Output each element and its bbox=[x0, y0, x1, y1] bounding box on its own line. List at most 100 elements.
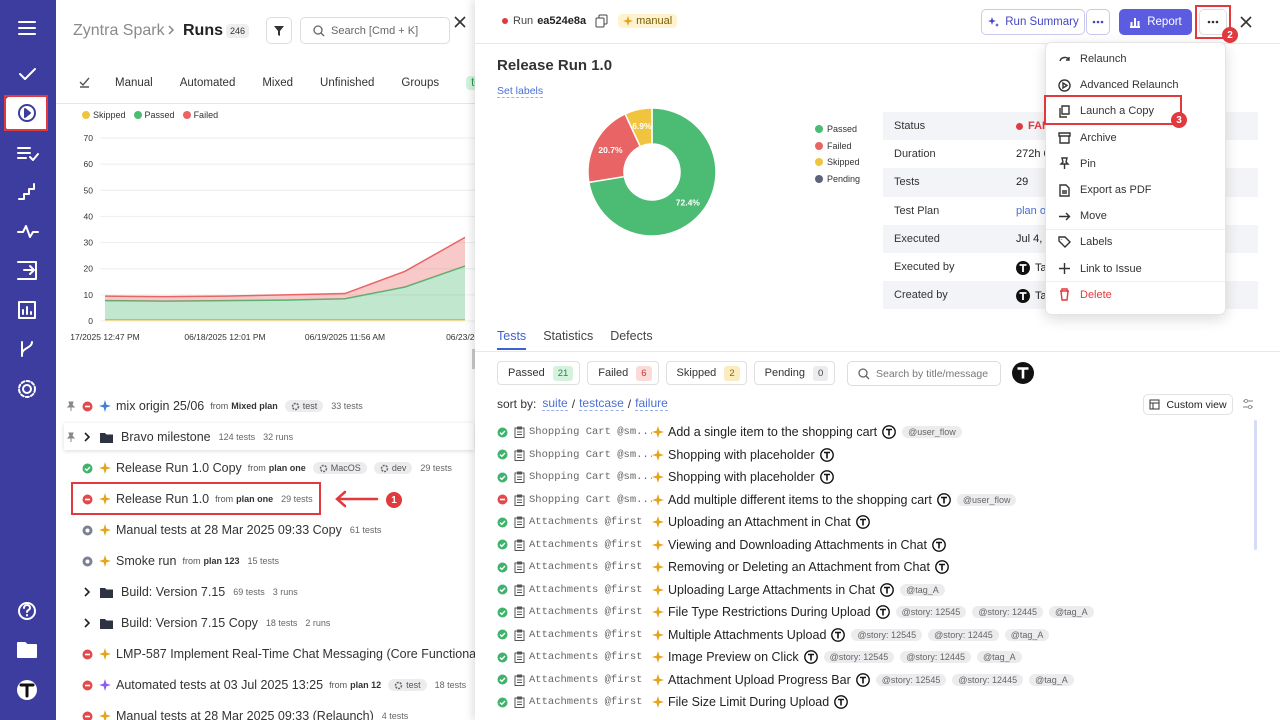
status-dot bbox=[497, 674, 508, 685]
run-summary-button[interactable]: Run Summary bbox=[981, 9, 1085, 35]
filter-button[interactable] bbox=[266, 17, 292, 44]
type-icon bbox=[652, 426, 664, 438]
run-tag-label: MacOS bbox=[330, 463, 361, 473]
close-run[interactable] bbox=[1239, 15, 1253, 29]
test-row[interactable]: Attachments @first File Size Limit During… bbox=[497, 692, 1257, 712]
filter-chip[interactable]: Skipped 2 bbox=[665, 361, 747, 385]
sort-option[interactable]: failure bbox=[635, 396, 668, 411]
nav-plans[interactable] bbox=[17, 147, 39, 161]
filter-count: 6 bbox=[636, 365, 652, 381]
run-row[interactable]: Release Run 1.0 from plan one 29 tests bbox=[66, 489, 475, 509]
menu-item[interactable]: Link to Issue bbox=[1058, 259, 1142, 279]
test-search[interactable]: Search by title/message bbox=[847, 361, 1001, 386]
run-tab[interactable]: tes bbox=[466, 75, 475, 90]
tabs-icon[interactable] bbox=[78, 76, 91, 89]
test-row[interactable]: Attachments @first File Type Restrictions… bbox=[497, 602, 1257, 622]
test-row[interactable]: Attachments @first Attachment Upload Prog… bbox=[497, 670, 1257, 690]
test-row[interactable]: Shopping Cart @sm... Add a single item to… bbox=[497, 422, 1257, 442]
filter-chip[interactable]: Passed 21 bbox=[497, 361, 581, 385]
testcase-glyph bbox=[514, 696, 525, 708]
menu-item[interactable]: Delete bbox=[1058, 285, 1112, 305]
run-tab[interactable]: Automated bbox=[179, 76, 236, 89]
view-settings[interactable] bbox=[1242, 398, 1254, 410]
test-suite: Attachments @first bbox=[529, 538, 643, 551]
menu-item[interactable]: Labels bbox=[1058, 232, 1112, 252]
nav-steps[interactable] bbox=[18, 183, 35, 200]
test-row[interactable]: Attachments @first Removing or Deleting a… bbox=[497, 557, 1257, 577]
menu-item[interactable]: Archive bbox=[1058, 128, 1117, 148]
menu-item[interactable]: Export as PDF bbox=[1058, 180, 1152, 200]
run-tab[interactable]: Defects bbox=[610, 329, 653, 343]
filter-chip[interactable]: Failed 6 bbox=[587, 361, 659, 385]
run-group-row[interactable]: Build: Version 7.15 Copy 18 tests 2 runs bbox=[66, 613, 475, 633]
run-tab[interactable]: Mixed bbox=[262, 76, 294, 89]
filter-chip[interactable]: Pending 0 bbox=[753, 361, 836, 385]
testcase-icon bbox=[514, 651, 525, 663]
set-labels[interactable]: Set labels bbox=[497, 85, 544, 98]
run-tab[interactable]: Manual bbox=[115, 76, 153, 89]
run-row[interactable]: mix origin 25/06 from Mixed plan test 33 tes… bbox=[66, 396, 475, 416]
test-suite: Attachments @first bbox=[529, 606, 643, 618]
test-row[interactable]: Attachments @first Image Preview on Click… bbox=[497, 647, 1257, 667]
run-tab[interactable]: Unfinished bbox=[320, 76, 375, 89]
run-tab[interactable]: Statistics bbox=[543, 329, 594, 343]
test-row[interactable]: Attachments @first Multiple Attachments U… bbox=[497, 625, 1257, 645]
nav-pulse[interactable] bbox=[17, 225, 39, 238]
nav-import[interactable] bbox=[17, 261, 37, 280]
test-row[interactable]: Attachments @first Uploading Large Attach… bbox=[497, 580, 1257, 600]
menu-label: Delete bbox=[1080, 288, 1112, 301]
menu-item[interactable]: Advanced Relaunch bbox=[1058, 75, 1178, 95]
more-actions[interactable] bbox=[1199, 9, 1227, 35]
run-row[interactable]: Manual tests at 28 Mar 2025 09:33 (Relau… bbox=[66, 706, 475, 720]
copy-id[interactable] bbox=[594, 14, 610, 28]
testcase-glyph bbox=[514, 584, 525, 596]
run-tab[interactable]: Tests bbox=[497, 329, 527, 350]
run-meta: 4 tests bbox=[381, 711, 409, 720]
y-tick-label: 60 bbox=[84, 159, 94, 169]
menu-item[interactable]: Launch a Copy bbox=[1058, 101, 1154, 121]
type-icon bbox=[99, 524, 111, 536]
run-group-row[interactable]: Bravo milestone 124 tests 32 runs bbox=[66, 427, 475, 447]
nav-runs[interactable] bbox=[18, 104, 36, 122]
sort-option[interactable]: testcase bbox=[579, 396, 624, 411]
type-icon bbox=[99, 400, 111, 412]
area bbox=[105, 266, 465, 320]
menu-icon[interactable] bbox=[18, 21, 36, 35]
menu-item[interactable]: Pin bbox=[1058, 154, 1096, 174]
nav-branch[interactable] bbox=[21, 341, 33, 357]
test-row[interactable]: Shopping Cart @sm... Add multiple differe… bbox=[497, 490, 1257, 510]
author-avatar bbox=[880, 582, 894, 597]
assignee-avatar[interactable] bbox=[1012, 362, 1034, 384]
sort-option[interactable]: suite bbox=[542, 396, 568, 411]
summary-more[interactable] bbox=[1086, 9, 1110, 35]
nav-analytics[interactable] bbox=[18, 301, 36, 319]
run-row[interactable]: Automated tests at 03 Jul 2025 13:25 from… bbox=[66, 675, 475, 695]
custom-view-button[interactable]: Custom view bbox=[1143, 394, 1233, 415]
run-name: mix origin 25/06 bbox=[116, 399, 205, 413]
menu-item[interactable]: Move bbox=[1058, 206, 1107, 226]
run-group-row[interactable]: Build: Version 7.15 69 tests 3 runs bbox=[66, 582, 475, 602]
nav-settings[interactable] bbox=[22, 384, 32, 394]
run-meta: 29 tests bbox=[420, 463, 452, 473]
test-row[interactable]: Shopping Cart @sm... Shopping with placeh… bbox=[497, 467, 1257, 487]
nav-folder[interactable] bbox=[17, 642, 37, 658]
sort-separator: / bbox=[627, 396, 632, 411]
run-row[interactable]: Release Run 1.0 Copy from plan one MacOS dev… bbox=[66, 458, 475, 478]
test-row[interactable]: Attachments @first Uploading an Attachmen… bbox=[497, 512, 1257, 532]
nav-help[interactable] bbox=[18, 602, 36, 620]
run-row[interactable]: Manual tests at 28 Mar 2025 09:33 Copy 61… bbox=[66, 520, 475, 540]
test-row[interactable]: Attachments @first Viewing and Downloadin… bbox=[497, 535, 1257, 555]
report-button[interactable]: Report bbox=[1119, 9, 1192, 35]
type-icon bbox=[652, 516, 664, 528]
run-row[interactable]: Smoke run from plan 123 15 tests bbox=[66, 551, 475, 571]
status-icon bbox=[497, 427, 508, 437]
test-row[interactable]: Shopping Cart @sm... Shopping with placeh… bbox=[497, 445, 1257, 465]
run-tab[interactable]: Groups bbox=[401, 76, 440, 89]
menu-item[interactable]: Relaunch bbox=[1058, 49, 1126, 69]
close-list[interactable] bbox=[452, 14, 468, 30]
nav-check[interactable] bbox=[19, 68, 36, 80]
search-box[interactable]: Search [Cmd + K] bbox=[300, 17, 450, 44]
run-row[interactable]: LMP-587 Implement Real-Time Chat Messagi… bbox=[66, 644, 475, 664]
project-name[interactable]: Zyntra Spark bbox=[73, 22, 165, 39]
type-icon bbox=[652, 538, 664, 551]
